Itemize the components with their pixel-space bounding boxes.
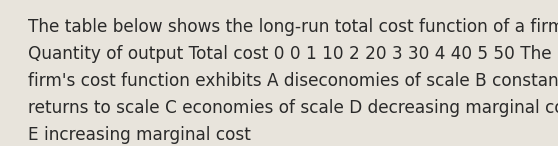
- Text: E increasing marginal cost: E increasing marginal cost: [28, 126, 251, 144]
- Text: firm's cost function exhibits A diseconomies of scale B constant: firm's cost function exhibits A disecono…: [28, 72, 558, 89]
- Text: returns to scale C economies of scale D decreasing marginal cost: returns to scale C economies of scale D …: [28, 99, 558, 117]
- Text: The table below shows the long-run total cost function of a firm.: The table below shows the long-run total…: [28, 18, 558, 35]
- Text: Quantity of output Total cost 0 0 1 10 2 20 3 30 4 40 5 50 The: Quantity of output Total cost 0 0 1 10 2…: [28, 45, 551, 62]
